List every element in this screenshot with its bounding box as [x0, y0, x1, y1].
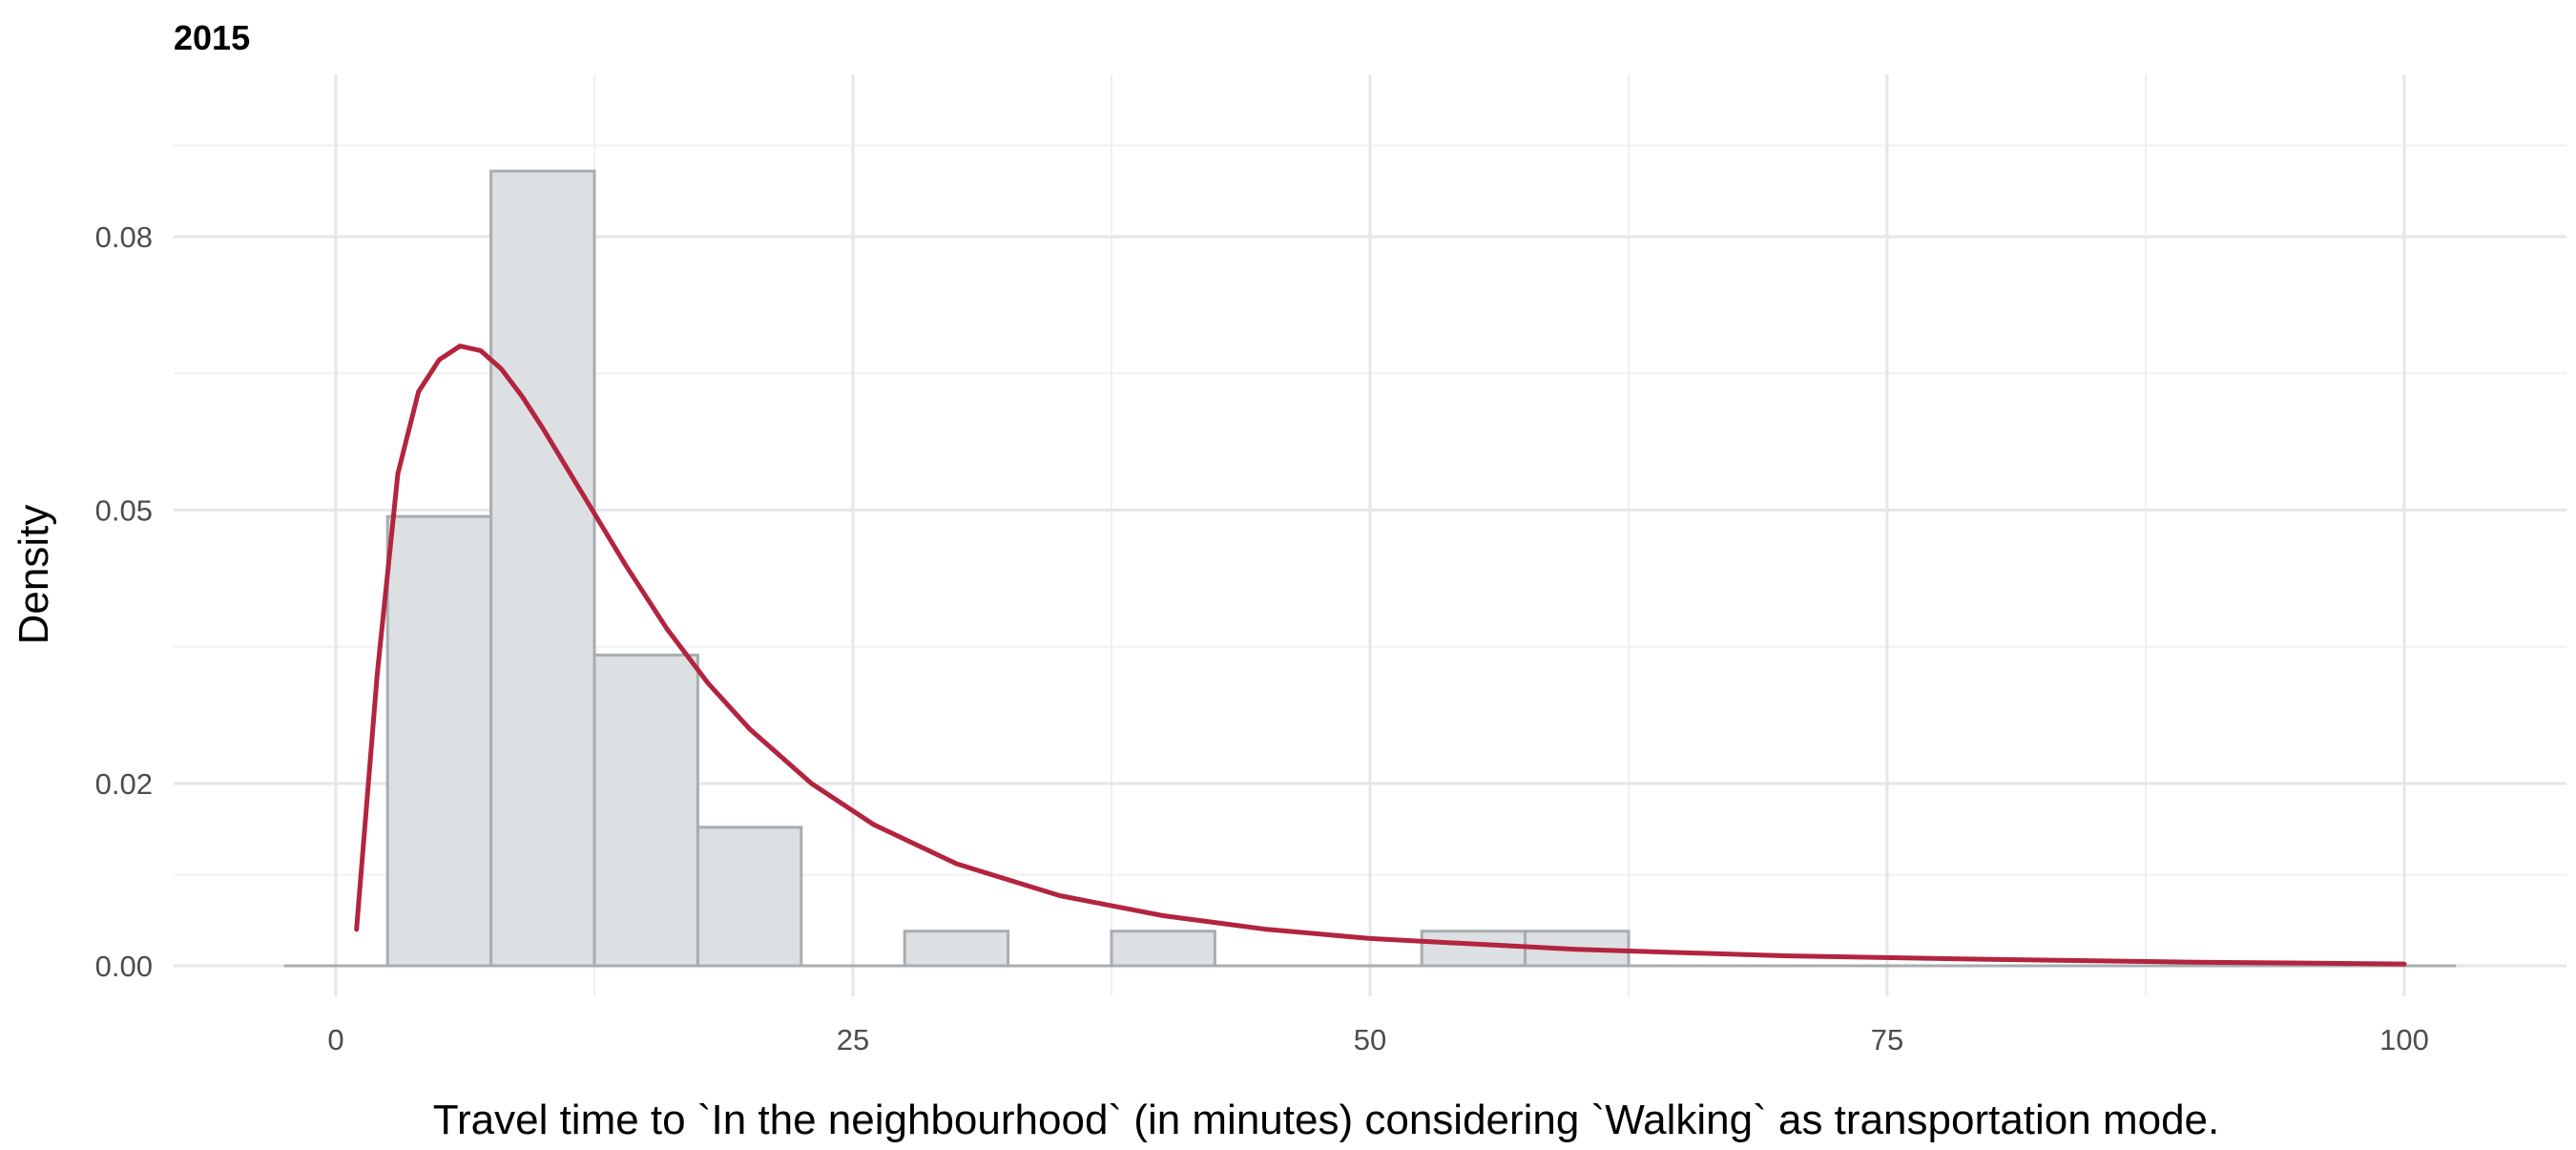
histogram-bars: [385, 169, 1631, 968]
density-curve-layer: [354, 344, 2407, 967]
histogram-bar-4: [903, 930, 1010, 968]
y-tick-label: 0.02: [95, 767, 153, 801]
histogram-bar-5: [1110, 930, 1216, 968]
histogram-bar-3: [696, 826, 803, 968]
histogram-bar-0: [385, 514, 493, 968]
x-tick-label: 0: [327, 1023, 343, 1056]
x-tick-label: 25: [837, 1023, 869, 1056]
x-axis-title: Travel time to `In the neighbourhood` (i…: [433, 1097, 2220, 1143]
y-axis-title: Density: [10, 505, 57, 645]
x-axis-ticks: 0 25 50 75 100: [327, 1023, 2428, 1056]
density-curve: [354, 344, 2407, 967]
y-tick-label: 0.08: [95, 220, 153, 254]
y-axis-ticks: 0.00 0.02 0.05 0.08: [95, 220, 153, 983]
y-tick-label: 0.00: [95, 950, 153, 983]
x-tick-label: 75: [1871, 1023, 1903, 1056]
y-tick-label: 0.05: [95, 494, 153, 528]
x-tick-label: 100: [2379, 1023, 2429, 1056]
x-tick-label: 50: [1354, 1023, 1386, 1056]
histogram-bar-1: [489, 169, 596, 968]
histogram-bar-6: [1420, 930, 1527, 968]
histogram-bar-2: [592, 653, 699, 968]
plot-title: 2015: [174, 18, 250, 57]
